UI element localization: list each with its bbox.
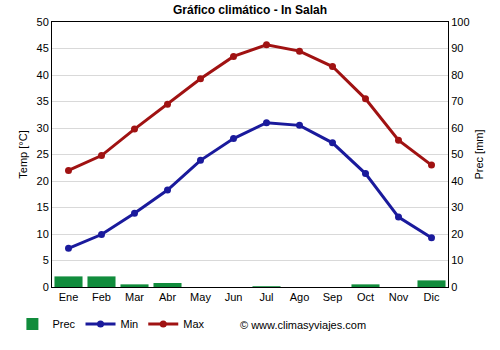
svg-text:5: 5 — [43, 254, 49, 266]
svg-text:0: 0 — [451, 281, 457, 293]
svg-text:Temp [°C]: Temp [°C] — [17, 130, 29, 178]
svg-text:© www.climasyviajes.com: © www.climasyviajes.com — [240, 319, 366, 331]
svg-text:Min: Min — [121, 318, 139, 330]
svg-text:50: 50 — [451, 148, 463, 160]
svg-text:100: 100 — [451, 16, 469, 28]
svg-text:25: 25 — [37, 148, 49, 160]
svg-text:80: 80 — [451, 69, 463, 81]
svg-text:Abr: Abr — [159, 291, 176, 303]
svg-text:Dic: Dic — [424, 291, 440, 303]
svg-text:70: 70 — [451, 95, 463, 107]
svg-text:Jul: Jul — [259, 291, 273, 303]
svg-text:Mar: Mar — [125, 291, 144, 303]
svg-text:15: 15 — [37, 201, 49, 213]
svg-text:30: 30 — [451, 201, 463, 213]
svg-text:50: 50 — [37, 16, 49, 28]
svg-text:20: 20 — [451, 228, 463, 240]
svg-text:30: 30 — [37, 122, 49, 134]
svg-text:45: 45 — [37, 42, 49, 54]
svg-text:40: 40 — [37, 69, 49, 81]
svg-text:Prec [mm]: Prec [mm] — [473, 129, 485, 179]
svg-text:Max: Max — [183, 318, 204, 330]
svg-text:Nov: Nov — [389, 291, 409, 303]
svg-text:Ene: Ene — [59, 291, 79, 303]
svg-text:90: 90 — [451, 42, 463, 54]
svg-text:10: 10 — [451, 254, 463, 266]
svg-text:Jun: Jun — [225, 291, 243, 303]
svg-text:60: 60 — [451, 122, 463, 134]
svg-text:Oct: Oct — [357, 291, 374, 303]
svg-text:0: 0 — [43, 281, 49, 293]
svg-text:Sep: Sep — [323, 291, 343, 303]
svg-text:Feb: Feb — [92, 291, 111, 303]
svg-text:May: May — [190, 291, 211, 303]
svg-text:Gráfico climático - In Salah: Gráfico climático - In Salah — [173, 3, 327, 17]
svg-text:Prec: Prec — [52, 318, 75, 330]
svg-text:10: 10 — [37, 228, 49, 240]
svg-text:Ago: Ago — [290, 291, 310, 303]
svg-text:35: 35 — [37, 95, 49, 107]
svg-text:20: 20 — [37, 175, 49, 187]
svg-text:40: 40 — [451, 175, 463, 187]
